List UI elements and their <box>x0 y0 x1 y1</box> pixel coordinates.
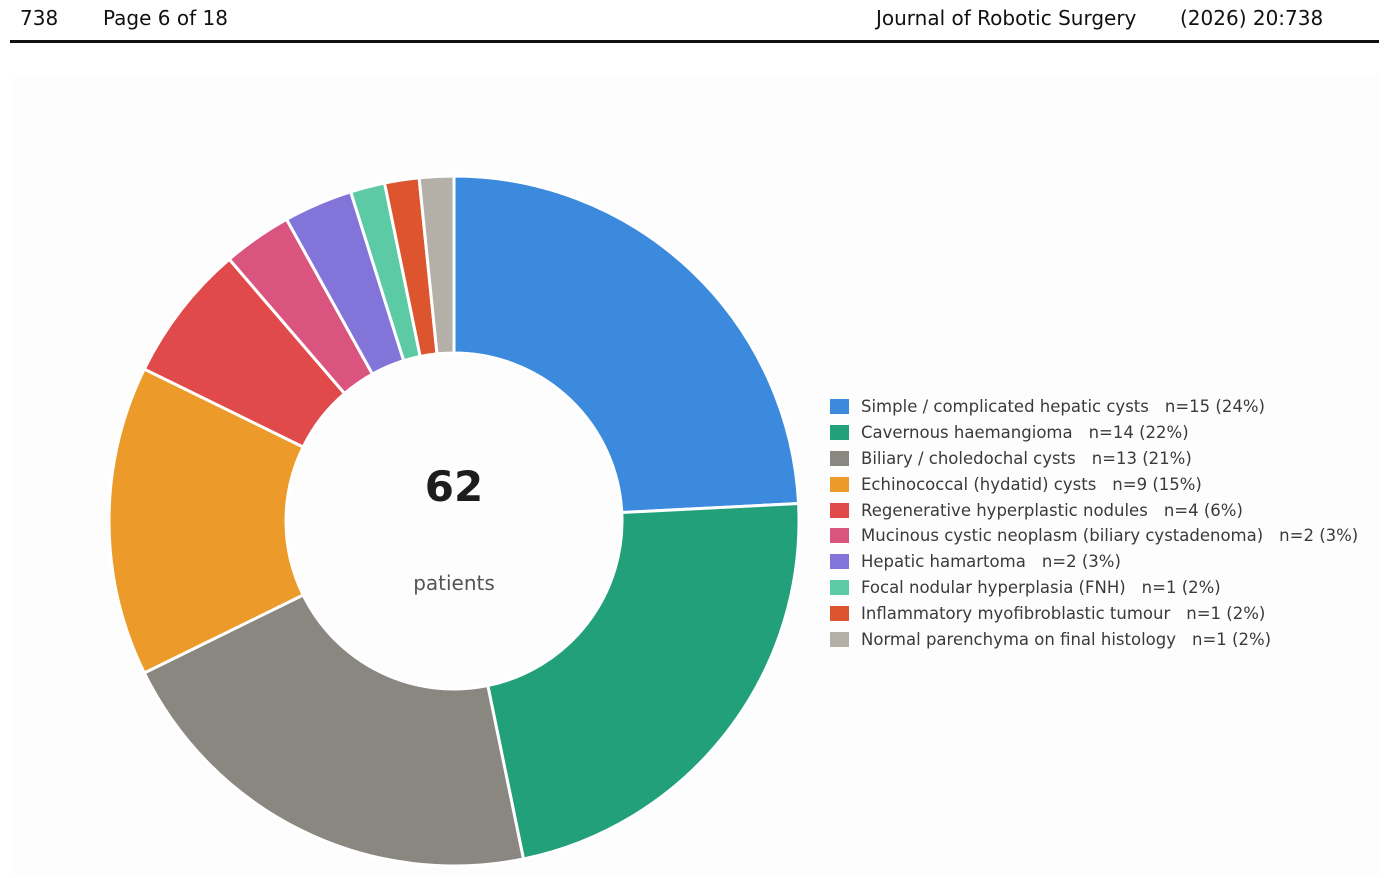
legend-swatch <box>830 605 849 621</box>
legend-swatch <box>830 476 849 492</box>
legend-swatch <box>830 631 849 647</box>
donut-slice-10 <box>417 174 456 356</box>
legend-count-label: n=2 (3%) <box>1041 552 1121 572</box>
legend-item: Regenerative hyperplastic nodules n=4 (6%… <box>830 497 1380 523</box>
legend-label: Inflammatory myofibroblastic tumour <box>861 603 1171 623</box>
legend-item: Echinococcal (hydatid) cysts n=9 (15%) <box>830 471 1380 497</box>
legend-swatch <box>830 554 849 570</box>
legend-swatch <box>830 502 849 518</box>
legend-count-label: n=4 (6%) <box>1163 500 1243 520</box>
legend-label: Simple / complicated hepatic cysts <box>861 397 1149 417</box>
legend-item: Simple / complicated hepatic cysts n=15 (… <box>830 394 1380 420</box>
legend-label: Focal nodular hyperplasia (FNH) <box>861 577 1126 597</box>
legend-item: Mucinous cystic neoplasm (biliary cystad… <box>830 523 1380 549</box>
legend-item: Normal parenchyma on final histology n=1 … <box>830 626 1380 652</box>
legend-swatch <box>830 450 849 466</box>
legend-count-label: n=14 (22%) <box>1088 423 1189 443</box>
legend-swatch <box>830 528 849 544</box>
legend-count-label: n=1 (2%) <box>1186 603 1266 623</box>
legend-label: Hepatic hamartoma <box>861 552 1026 572</box>
legend-label: Echinococcal (hydatid) cysts <box>861 474 1097 494</box>
legend-label: Cavernous haemangioma <box>861 423 1073 443</box>
chart-legend: Simple / complicated hepatic cysts n=15 (… <box>830 394 1380 652</box>
legend-swatch <box>830 579 849 595</box>
legend-count-label: n=15 (24%) <box>1164 397 1265 417</box>
center-total-label: patients <box>413 571 495 595</box>
legend-label: Mucinous cystic neoplasm (biliary cystad… <box>861 526 1264 546</box>
legend-item: Cavernous haemangioma n=14 (22%) <box>830 420 1380 446</box>
legend-swatch <box>830 399 849 415</box>
legend-swatch <box>830 425 849 441</box>
donut-slices <box>107 174 801 868</box>
journal-citation: (2026) 20:738 <box>1180 6 1324 30</box>
legend-count-label: n=1 (2%) <box>1141 577 1221 597</box>
page-number: 738 <box>20 6 59 30</box>
legend-count-label: n=1 (2%) <box>1192 629 1272 649</box>
journal-name: Journal of Robotic Surgery <box>876 6 1137 30</box>
donut-slice-4 <box>107 367 306 675</box>
legend-item: Biliary / choledochal cysts n=13 (21%) <box>830 446 1380 472</box>
legend-label: Regenerative hyperplastic nodules <box>861 500 1148 520</box>
legend-item: Hepatic hamartoma n=2 (3%) <box>830 549 1380 575</box>
legend-label: Biliary / choledochal cysts <box>861 448 1076 468</box>
donut-slice-2 <box>486 501 801 861</box>
legend-count-label: n=13 (21%) <box>1091 448 1192 468</box>
center-total-count: 62 <box>424 462 484 511</box>
legend-count-label: n=9 (15%) <box>1112 474 1202 494</box>
legend-item: Inflammatory myofibroblastic tumour n=1 (… <box>830 600 1380 626</box>
legend-count-label: n=2 (3%) <box>1279 526 1359 546</box>
donut-slice-1 <box>452 174 801 515</box>
running-header: 738 Page 6 of 18 Journal of Robotic Surg… <box>0 0 1387 44</box>
donut-slice-3 <box>142 592 526 868</box>
legend-item: Focal nodular hyperplasia (FNH) n=1 (2%) <box>830 575 1380 601</box>
legend-label: Normal parenchyma on final histology <box>861 629 1176 649</box>
page-of-indicator: Page 6 of 18 <box>103 6 228 30</box>
header-rule <box>10 40 1379 43</box>
